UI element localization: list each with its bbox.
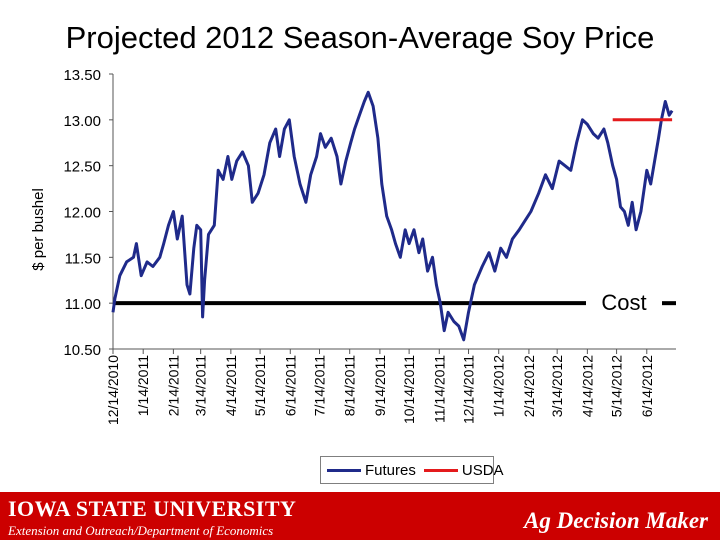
legend-swatch-futures — [327, 468, 361, 472]
y-tick-label-1: 11.00 — [65, 296, 101, 313]
y-tick-label-0: 10.50 — [63, 342, 101, 359]
department-text: Extension and Outreach/Department of Eco… — [8, 523, 274, 538]
x-tick-label-11: 11/14/2011 — [431, 355, 447, 423]
x-tick-label-5: 5/14/2011 — [252, 355, 268, 416]
y-tick-label-2: 11.50 — [65, 250, 101, 267]
x-tick-label-0: 12/14/2010 — [105, 355, 121, 425]
x-tick-label-3: 3/14/2011 — [193, 355, 209, 416]
legend-label-futures: Futures — [365, 461, 416, 479]
chart-legend: Futures USDA — [320, 456, 504, 484]
y-tick-label-5: 13.00 — [63, 113, 101, 130]
x-tick-label-8: 8/14/2011 — [342, 355, 358, 416]
x-tick-label-16: 4/14/2012 — [579, 355, 595, 417]
x-tick-label-6: 6/14/2011 — [282, 355, 298, 416]
x-tick-label-7: 7/14/2011 — [311, 355, 327, 416]
x-tick-label-17: 5/14/2012 — [609, 355, 625, 417]
x-tick-label-18: 6/14/2012 — [639, 355, 655, 417]
x-tick-label-14: 2/14/2012 — [521, 355, 537, 417]
y-tick-label-6: 13.50 — [63, 67, 101, 84]
legend-item-futures: Futures — [327, 462, 416, 479]
legend-swatch-usda — [423, 468, 458, 472]
footer-bar — [0, 492, 720, 540]
y-tick-label-4: 12.50 — [63, 159, 101, 176]
x-tick-label-9: 9/14/2011 — [372, 355, 388, 416]
y-tick-label-3: 12.00 — [63, 205, 101, 222]
x-tick-label-2: 2/14/2011 — [165, 355, 181, 416]
x-tick-label-1: 1/14/2011 — [135, 355, 151, 416]
chart-title: Projected 2012 Season-Average Soy Price — [65, 20, 655, 55]
price-chart: 10.50 11.00 11.50 12.00 12.50 13.00 13.50 $ per… — [30, 67, 676, 425]
cost-label: Cost — [601, 290, 646, 315]
legend-label-usda: USDA — [461, 461, 504, 479]
x-tick-label-15: 3/14/2012 — [549, 355, 565, 417]
y-axis-label: $ per bushel — [30, 188, 47, 271]
brand-text: Ag Decision Maker — [524, 508, 708, 533]
x-tick-label-4: 4/14/2011 — [223, 355, 239, 416]
x-tick-label-13: 1/14/2012 — [491, 355, 507, 417]
series-line-futures — [111, 90, 674, 342]
legend-item-usda: USDA — [423, 461, 504, 479]
x-tick-label-10: 10/14/2011 — [401, 355, 417, 424]
x-tick-label-12: 12/14/2011 — [461, 355, 477, 424]
university-logo-text: IOWA STATE UNIVERSITY — [8, 496, 297, 521]
